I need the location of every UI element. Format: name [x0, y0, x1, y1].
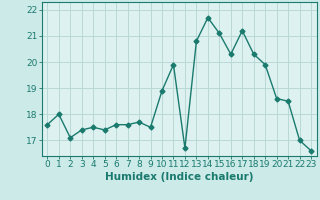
X-axis label: Humidex (Indice chaleur): Humidex (Indice chaleur): [105, 172, 253, 182]
